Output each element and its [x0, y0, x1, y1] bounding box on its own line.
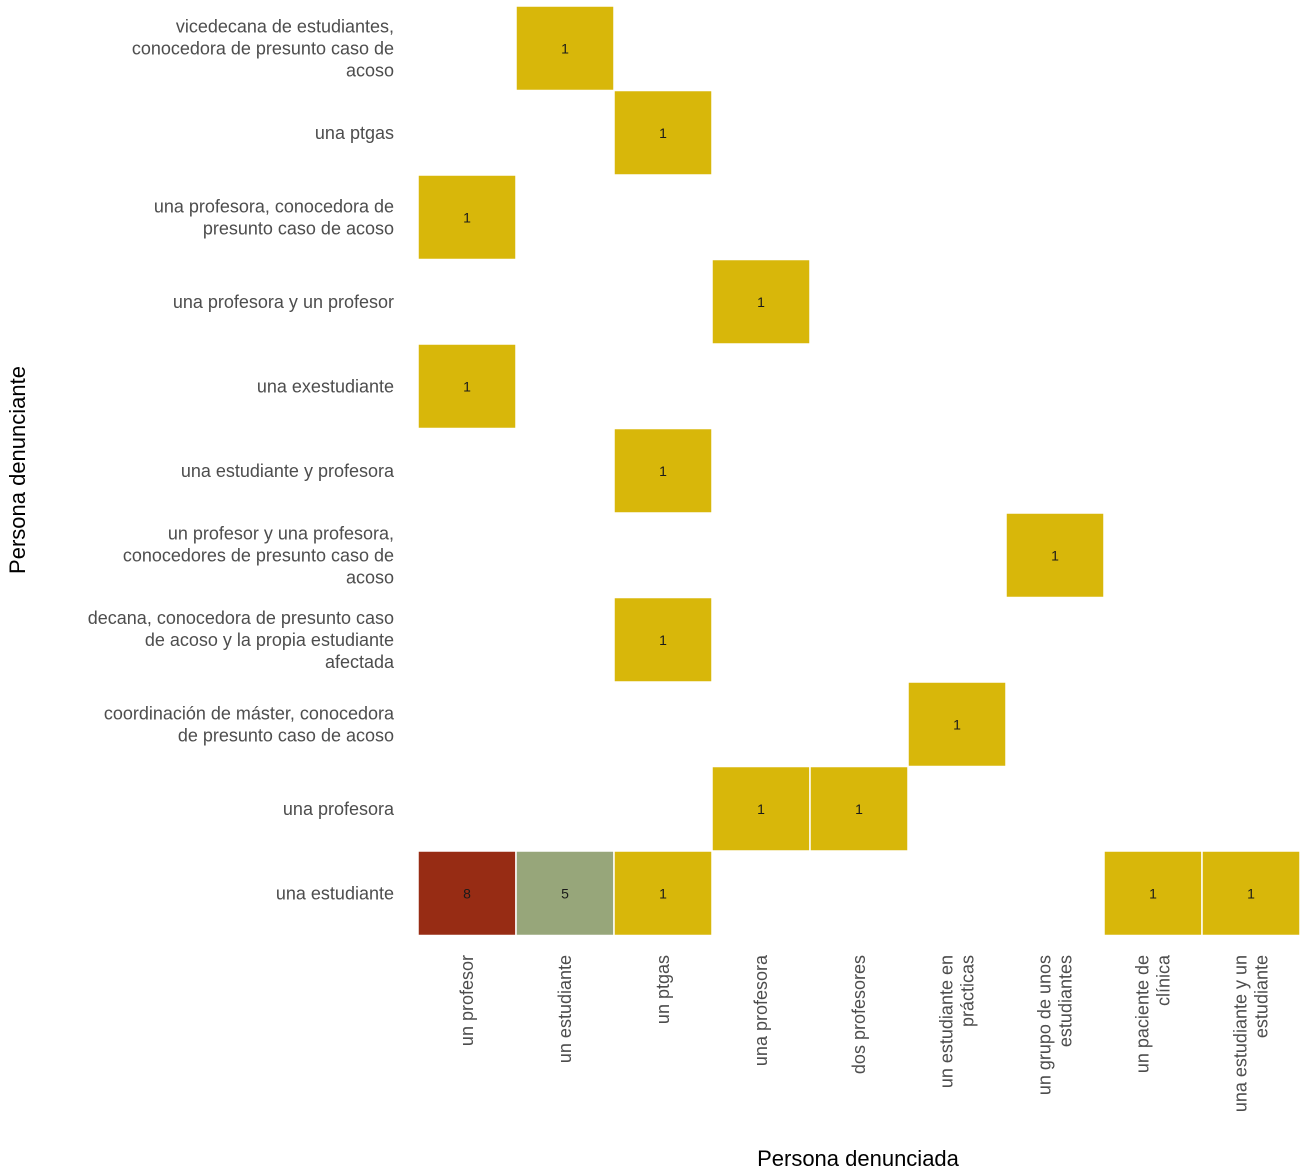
x-tick-label: un paciente de clínica [1133, 954, 1174, 1073]
y-tick-label: una exestudiante [257, 376, 394, 396]
y-tick-label-line: acoso [346, 567, 394, 587]
heatmap-cell [613, 596, 713, 683]
cell-value-label: 1 [1247, 885, 1255, 901]
cell-value-label: 1 [561, 40, 569, 56]
y-tick-label-line: una profesora [283, 799, 395, 819]
cell-value-label: 1 [463, 209, 471, 225]
y-tick-label-line: presunto caso de acoso [203, 218, 394, 238]
heatmap-cell [613, 427, 713, 514]
y-tick-label-line: conocedora de presunto caso de [132, 38, 394, 58]
heatmap-cell [417, 850, 517, 937]
x-tick-label-line: un paciente de [1133, 955, 1153, 1073]
y-tick-label: un profesor y una profesora, conocedores … [123, 523, 394, 587]
cell-value-label: 1 [659, 632, 667, 648]
y-tick-label-line: acoso [346, 60, 394, 80]
y-tick-label: una profesora [283, 799, 395, 819]
x-tick-label-line: estudiantes [1056, 955, 1076, 1047]
y-tick-label-line: una estudiante [276, 883, 394, 903]
y-tick-label-line: coordinación de máster, conocedora [104, 703, 395, 723]
cell-value-label: 1 [463, 378, 471, 394]
y-tick-label-line: afectada [325, 652, 395, 672]
x-tick-label: un profesor [457, 955, 477, 1046]
x-tick-label-line: un grupo de unos [1035, 955, 1055, 1095]
x-tick-label-line: un ptgas [653, 955, 673, 1024]
cell-value-label: 1 [855, 801, 863, 817]
x-tick-label: un estudiante [555, 955, 575, 1063]
heatmap-cell [417, 343, 517, 430]
y-tick-label: una profesora y un profesor [173, 292, 394, 312]
y-axis-title: Persona denunciante [5, 366, 30, 574]
y-tick-label: coordinación de máster, conocedora de pre… [104, 703, 395, 745]
heatmap-cell [613, 850, 713, 937]
x-tick-label-line: una estudiante y un [1231, 955, 1251, 1112]
x-tick-label-line: estudiante [1252, 955, 1272, 1038]
x-tick-label: un ptgas [653, 955, 673, 1024]
x-axis-title: Persona denunciada [757, 1146, 960, 1171]
heatmap-cell [711, 258, 811, 345]
heatmap-cell [1201, 850, 1301, 937]
heatmap-cell [613, 89, 713, 176]
y-tick-label: una estudiante y profesora [181, 461, 395, 481]
cell-value-label: 5 [561, 885, 569, 901]
heatmap-cell [515, 5, 615, 92]
x-tick-label: un grupo de unos estudiantes [1035, 955, 1076, 1095]
cell-value-label: 1 [757, 294, 765, 310]
heatmap-cell [711, 765, 811, 852]
y-tick-label-line: una estudiante y profesora [181, 461, 395, 481]
y-tick-label-line: una profesora y un profesor [173, 292, 394, 312]
x-tick-label: un estudiante en prácticas [937, 955, 978, 1088]
cell-value-label: 8 [463, 885, 471, 901]
y-tick-label-line: una ptgas [315, 123, 394, 143]
x-tick-label-line: un estudiante [555, 955, 575, 1063]
x-axis-tick-labels: un profesor un estudiante un ptgas una prof… [457, 954, 1272, 1112]
heatmap-cell [417, 174, 517, 261]
y-tick-label-line: una profesora, conocedora de [154, 196, 394, 216]
cell-value-label: 1 [659, 463, 667, 479]
x-tick-label-line: dos profesores [849, 955, 869, 1074]
x-tick-label: dos profesores [849, 955, 869, 1074]
x-tick-label: una profesora [751, 954, 771, 1066]
x-tick-label-line: clínica [1154, 954, 1174, 1006]
y-tick-label-line: una exestudiante [257, 376, 394, 396]
y-tick-label-line: vicedecana de estudiantes, [176, 16, 394, 36]
cell-value-label: 1 [1051, 547, 1059, 563]
y-tick-label: una ptgas [315, 123, 394, 143]
y-tick-label-line: de acoso y la propia estudiante [145, 630, 394, 650]
y-tick-label: una profesora, conocedora de presunto cas… [154, 196, 394, 238]
y-axis-tick-labels: vicedecana de estudiantes, conocedora de … [88, 16, 395, 903]
cell-value-label: 1 [757, 801, 765, 817]
heatmap-cell [1005, 512, 1105, 599]
x-tick-label-line: un estudiante en [937, 955, 957, 1088]
cell-value-label: 1 [659, 885, 667, 901]
x-tick-label: una estudiante y un estudiante [1231, 955, 1272, 1112]
heatmap-cell [809, 765, 909, 852]
y-tick-label-line: decana, conocedora de presunto caso [88, 608, 394, 628]
heatmap-cell [515, 850, 615, 937]
x-tick-label-line: una profesora [751, 954, 771, 1066]
y-tick-label: decana, conocedora de presunto caso de ac… [88, 608, 395, 672]
cell-value-label: 1 [953, 716, 961, 732]
y-tick-label-line: conocedores de presunto caso de [123, 545, 394, 565]
x-tick-label-line: prácticas [958, 955, 978, 1027]
y-tick-label: vicedecana de estudiantes, conocedora de … [132, 16, 394, 80]
x-tick-label-line: un profesor [457, 955, 477, 1046]
y-tick-label-line: de presunto caso de acoso [178, 725, 394, 745]
heatmap-cell [907, 681, 1007, 768]
y-tick-label-line: un profesor y una profesora, [168, 523, 394, 543]
cell-value-label: 1 [659, 125, 667, 141]
cell-value-label: 1 [1149, 885, 1157, 901]
y-tick-label: una estudiante [276, 883, 394, 903]
